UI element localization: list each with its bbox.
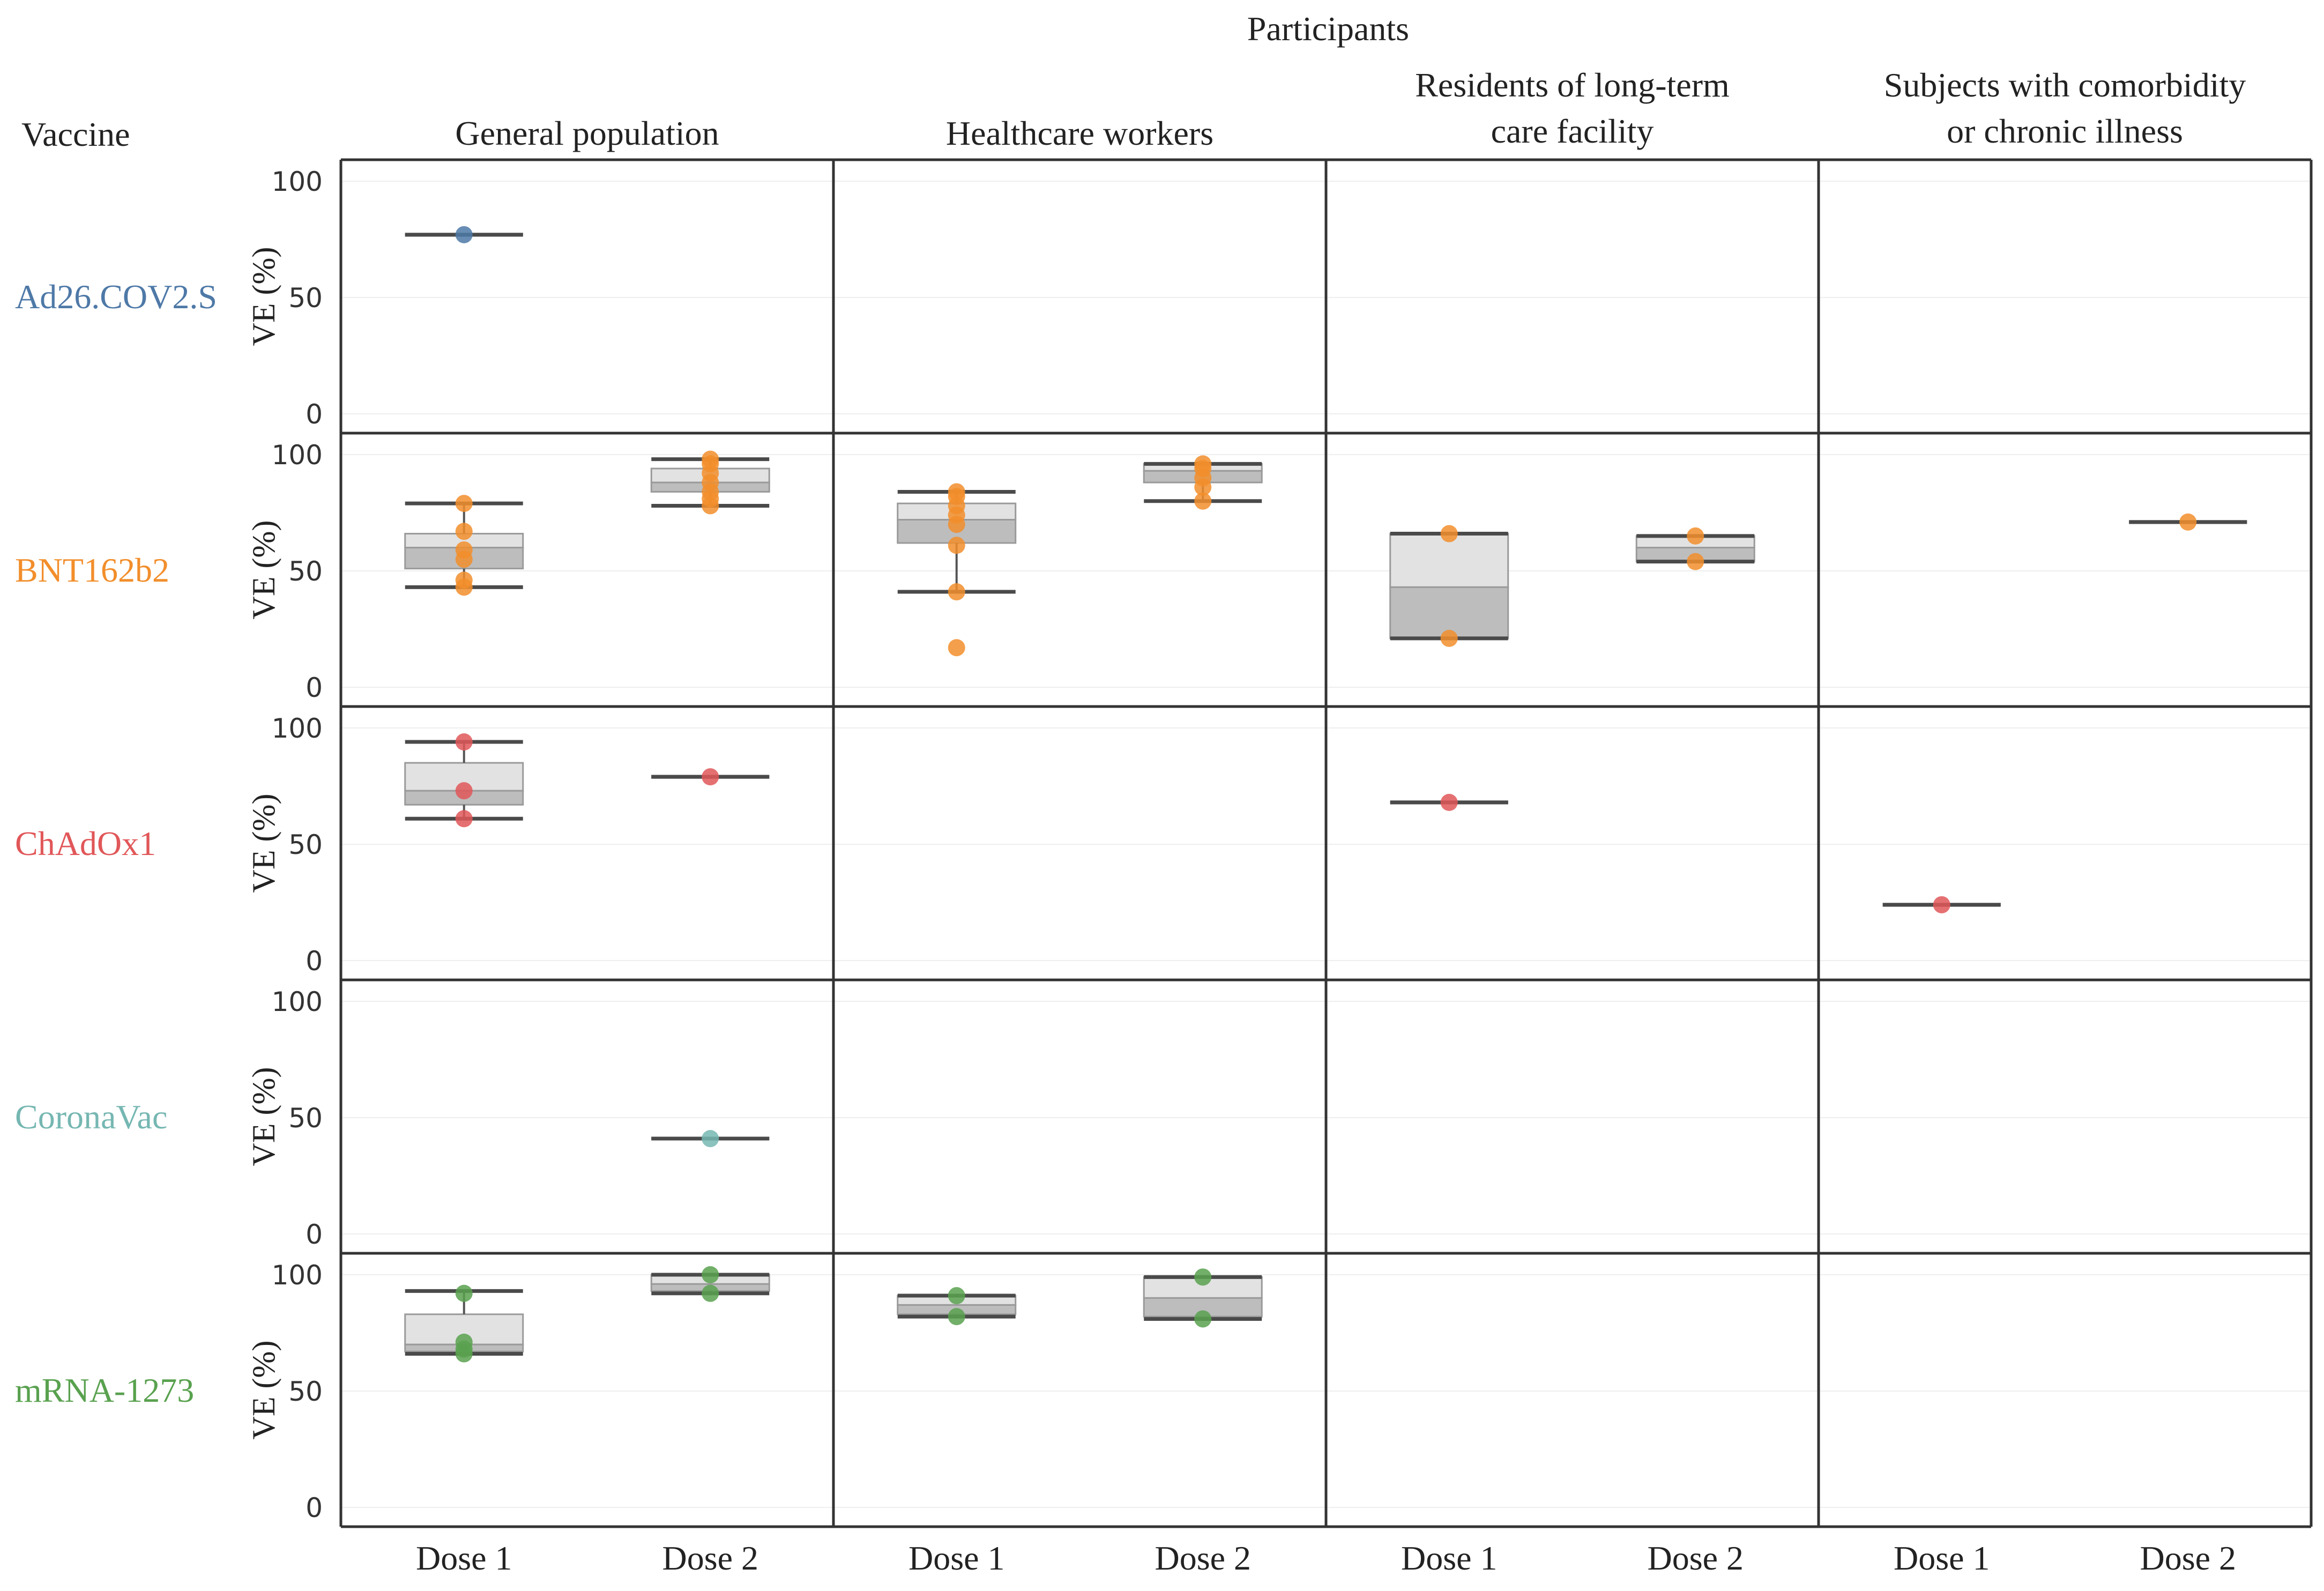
column-header-line: or chronic illness	[1947, 112, 2183, 150]
y-tick-label: 0	[306, 1492, 323, 1523]
data-point	[1440, 525, 1458, 542]
y-tick-label: 100	[272, 986, 323, 1017]
data-point	[455, 495, 473, 512]
x-tick-label: Dose 2	[2140, 1539, 2236, 1577]
data-point	[1194, 1310, 1212, 1328]
column-headers: General population Healthcare workers Resi…	[455, 66, 2246, 152]
column-header-residents-of-long-term-care-facility: Residents of long-term care facility	[1415, 66, 1730, 150]
x-tick-labels: Dose 1 Dose 2 Dose 1 Dose 2 Dose 1 Dose 2 Dose…	[416, 1539, 2236, 1577]
y-tick-label: 0	[306, 1219, 323, 1250]
y-tick-label: 0	[306, 946, 323, 977]
column-header-healthcare-workers: Healthcare workers	[946, 114, 1213, 152]
data-point	[1440, 793, 1458, 811]
x-tick-label: Dose 2	[662, 1539, 758, 1577]
data-point	[948, 639, 965, 657]
data-point	[455, 578, 473, 596]
data-point	[2179, 513, 2197, 531]
x-tick-label: Dose 1	[908, 1539, 1005, 1577]
x-tick-label: Dose 2	[1647, 1539, 1744, 1577]
data-point	[1194, 1268, 1212, 1286]
data-point	[702, 497, 719, 515]
vaccine-label-coronavac: CoronaVac	[15, 1098, 167, 1136]
y-tick-label: 100	[272, 166, 323, 197]
x-tick-label: Dose 1	[416, 1539, 512, 1577]
y-tick-label: 50	[288, 282, 323, 314]
data-point	[455, 1345, 473, 1363]
data-point	[702, 1266, 719, 1283]
y-tick-label: 50	[288, 1103, 323, 1134]
data-point	[1933, 896, 1950, 913]
column-header-subjects-with-comorbidity-or-chronic-illness: Subjects with comorbidity or chronic illn…	[1884, 66, 2246, 150]
y-axis-label: VE (%)	[246, 1067, 281, 1166]
x-tick-label: Dose 1	[1401, 1539, 1498, 1577]
data-point	[455, 733, 473, 751]
data-point	[455, 782, 473, 800]
y-tick-label: 100	[272, 713, 323, 744]
vaccine-labels: Ad26.COV2.S BNT162b2 ChAdOx1 CoronaVac mRNA-…	[15, 278, 217, 1409]
data-point	[1687, 553, 1704, 570]
y-axis-label: VE (%)	[246, 1341, 281, 1440]
x-tick-label: Dose 1	[1894, 1539, 1990, 1577]
vaccine-label-ad26-cov2-s: Ad26.COV2.S	[15, 278, 217, 316]
data-point	[948, 583, 965, 601]
data-point	[455, 523, 473, 540]
y-axis-label: VE (%)	[246, 521, 281, 620]
column-header-line: Subjects with comorbidity	[1884, 66, 2246, 104]
data-point	[1440, 629, 1458, 647]
data-point	[1687, 527, 1704, 545]
grid	[339, 158, 2313, 1528]
y-axes: 0 50 100 VE (%) 0 50 100 VE (%) 0 50 100 VE (%) 0 50 1…	[246, 166, 323, 1523]
data-point	[1194, 478, 1212, 496]
column-header-general-population: General population	[455, 114, 719, 152]
x-tick-label: Dose 2	[1154, 1539, 1251, 1577]
y-axis-label: VE (%)	[246, 247, 281, 346]
y-tick-label: 0	[306, 672, 323, 703]
y-tick-label: 0	[306, 399, 323, 430]
data-point	[455, 551, 473, 568]
data-point	[455, 810, 473, 828]
data-point	[455, 1284, 473, 1302]
data-point	[948, 516, 965, 533]
row-header: Vaccine	[21, 115, 130, 153]
y-tick-label: 100	[272, 440, 323, 471]
column-header-line: Residents of long-term	[1415, 66, 1730, 104]
y-tick-label: 50	[288, 556, 323, 587]
data-point	[702, 768, 719, 786]
y-axis-label: VE (%)	[246, 794, 281, 893]
data-point	[948, 1308, 965, 1326]
data-point	[702, 1130, 719, 1148]
vaccine-label-bnt162b2: BNT162b2	[15, 551, 169, 589]
data-point	[948, 537, 965, 554]
data-point	[948, 1287, 965, 1305]
data-point	[455, 226, 473, 243]
chart-title: Participants	[1247, 10, 1409, 48]
vaccine-label-chadox1: ChAdOx1	[15, 824, 156, 863]
data-point	[702, 1284, 719, 1302]
y-tick-label: 50	[288, 1376, 323, 1407]
vaccine-label-mrna-1273: mRNA-1273	[15, 1371, 194, 1409]
y-tick-label: 50	[288, 829, 323, 860]
chart-marks	[404, 226, 2247, 1363]
data-point	[1194, 492, 1212, 510]
y-tick-label: 100	[272, 1260, 323, 1291]
column-header-line: care facility	[1491, 112, 1654, 150]
